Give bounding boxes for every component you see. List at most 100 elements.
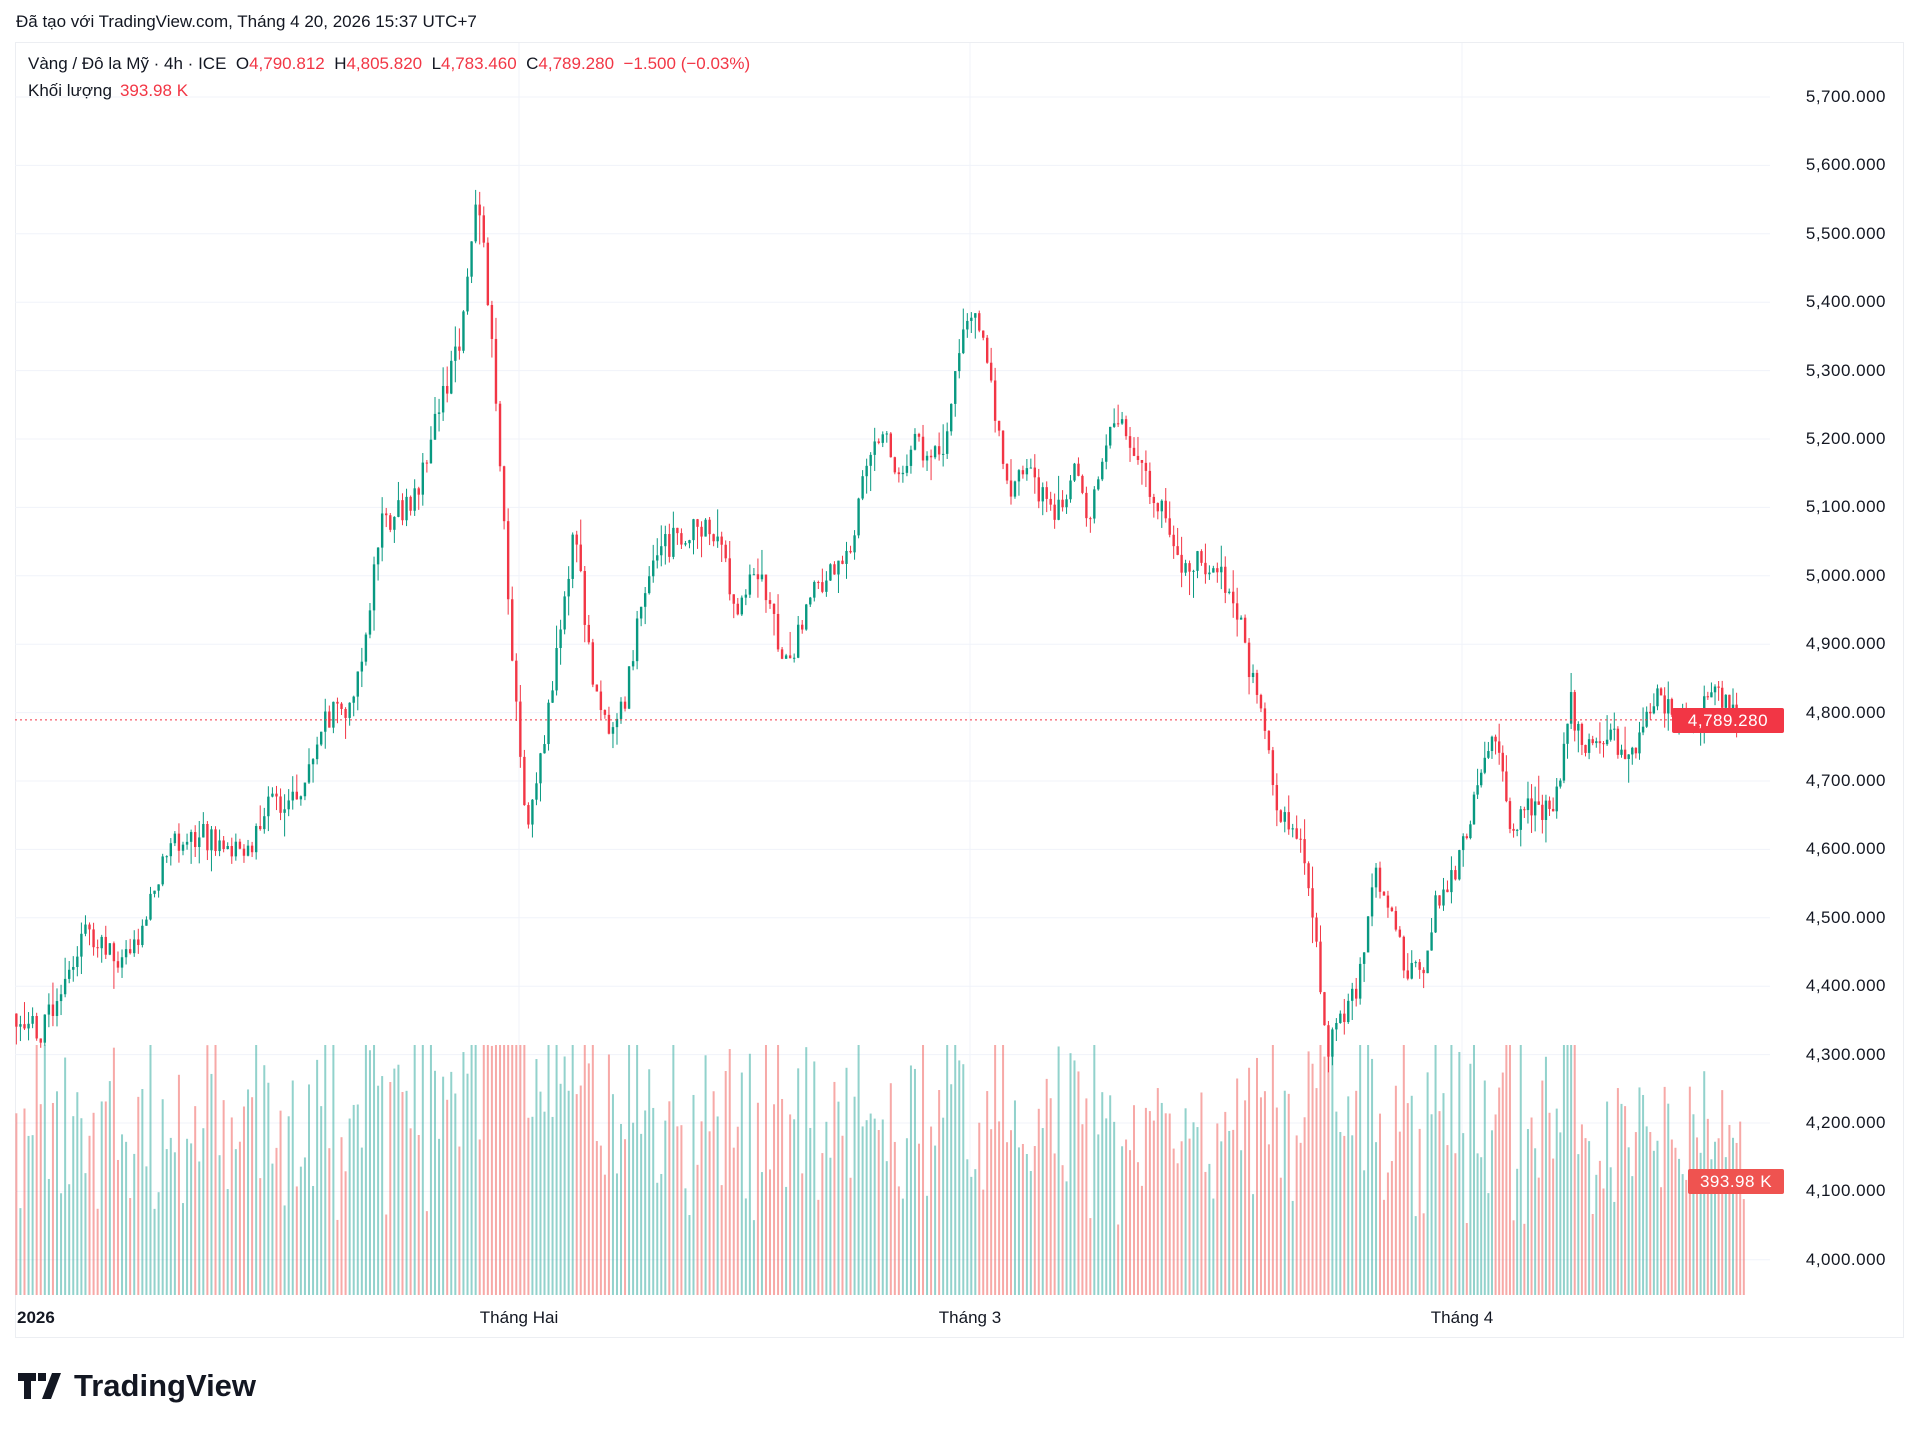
candle-body bbox=[841, 560, 844, 564]
candle-body bbox=[63, 978, 67, 995]
candle-body bbox=[1184, 563, 1187, 573]
volume-bar bbox=[829, 1157, 832, 1295]
volume-bar bbox=[990, 1129, 993, 1295]
volume-bar bbox=[1631, 1176, 1634, 1295]
candle-body bbox=[1303, 839, 1306, 864]
candle-body bbox=[796, 624, 800, 658]
candle-body bbox=[978, 313, 981, 331]
candle-body bbox=[437, 412, 441, 414]
price-tick-label: 4,600.000 bbox=[1805, 839, 1886, 859]
volume-bar bbox=[1010, 1130, 1012, 1295]
candle-body bbox=[417, 488, 420, 495]
candle-body bbox=[1263, 708, 1267, 731]
candle-body bbox=[1533, 801, 1537, 816]
volume-bar bbox=[970, 1176, 973, 1295]
close-label: C bbox=[526, 54, 539, 73]
volume-bar bbox=[760, 1172, 763, 1295]
volume-bar bbox=[1077, 1071, 1080, 1295]
candle-body bbox=[1164, 500, 1167, 519]
candle-body bbox=[120, 957, 124, 968]
candle-body bbox=[1089, 518, 1092, 520]
candle-body bbox=[59, 994, 63, 1002]
candle-body bbox=[344, 708, 347, 718]
candle-body bbox=[672, 527, 675, 557]
price-tick-label: 5,600.000 bbox=[1805, 155, 1886, 175]
candle-body bbox=[1422, 969, 1425, 974]
volume-bar bbox=[1156, 1088, 1159, 1295]
candle-body bbox=[1247, 642, 1251, 678]
volume-bar bbox=[145, 1166, 148, 1295]
candle-body bbox=[571, 534, 574, 579]
candle-body bbox=[627, 666, 631, 709]
volume-bar bbox=[1148, 1111, 1151, 1295]
volume-bar bbox=[1670, 1139, 1673, 1295]
volume-bar bbox=[1367, 1045, 1370, 1295]
candle-body bbox=[173, 833, 177, 844]
volume-bar bbox=[356, 1104, 359, 1295]
candle-body bbox=[821, 582, 824, 592]
candle-body bbox=[214, 829, 217, 852]
volume-legend: Khối lượng 393.98 K bbox=[28, 81, 188, 101]
volume-bar bbox=[1002, 1045, 1005, 1295]
candle-body bbox=[1105, 445, 1108, 462]
volume-bar bbox=[153, 1208, 156, 1295]
candle-body bbox=[1152, 496, 1156, 504]
volume-bar bbox=[1097, 1134, 1100, 1295]
candle-body bbox=[116, 961, 120, 968]
created-with-caption: Đã tạo với TradingView.com, Tháng 4 20, … bbox=[16, 12, 477, 31]
candle-body bbox=[1519, 809, 1522, 830]
volume-bar bbox=[1252, 1194, 1255, 1295]
candle-body bbox=[1616, 728, 1620, 755]
candle-body bbox=[1267, 730, 1271, 751]
candle-body bbox=[141, 925, 144, 946]
volume-bar bbox=[978, 1122, 981, 1295]
candle-body bbox=[1049, 498, 1052, 505]
volume-bar bbox=[186, 1138, 189, 1295]
volume-bar bbox=[470, 1045, 473, 1295]
volume-bar bbox=[242, 1106, 245, 1295]
candle-body bbox=[1386, 895, 1390, 908]
candle-body bbox=[1501, 752, 1504, 772]
candle-body bbox=[1721, 687, 1724, 708]
price-tick-label: 4,100.000 bbox=[1805, 1181, 1886, 1201]
candle-body bbox=[1394, 911, 1398, 930]
volume-bar bbox=[1728, 1124, 1731, 1295]
candle-body bbox=[1374, 867, 1378, 888]
candle-body bbox=[1291, 828, 1294, 830]
volume-bar bbox=[946, 1045, 949, 1295]
low-value: 4,783.460 bbox=[441, 54, 517, 73]
volume-bar bbox=[56, 1091, 58, 1295]
volume-bar bbox=[857, 1045, 860, 1295]
candle-body bbox=[635, 618, 639, 662]
volume-bar bbox=[218, 1155, 221, 1295]
tradingview-logo[interactable]: TradingView bbox=[18, 1368, 256, 1404]
candle-body bbox=[1351, 988, 1354, 1001]
volume-bar bbox=[611, 1094, 614, 1295]
volume-bar bbox=[283, 1205, 286, 1295]
candle-body bbox=[226, 846, 229, 850]
volume-bar bbox=[84, 1173, 87, 1295]
volume-bar bbox=[917, 1143, 920, 1295]
candle-body bbox=[1494, 736, 1497, 742]
volume-bar bbox=[360, 1147, 363, 1295]
candle-body bbox=[1005, 463, 1009, 481]
volume-bar bbox=[579, 1085, 582, 1295]
volume-bar bbox=[332, 1045, 335, 1295]
candle-body bbox=[1442, 889, 1445, 906]
candle-body bbox=[267, 796, 270, 817]
volume-bar bbox=[1311, 1063, 1314, 1295]
volume-bar bbox=[700, 1121, 703, 1295]
candle-body bbox=[1311, 888, 1314, 918]
candle-body bbox=[1140, 459, 1144, 463]
volume-bar bbox=[897, 1186, 900, 1295]
volume-bar bbox=[1566, 1045, 1569, 1295]
candle-body bbox=[579, 544, 582, 572]
candle-body bbox=[1414, 962, 1417, 964]
volume-bar bbox=[1327, 1045, 1330, 1295]
volume-bar bbox=[198, 1161, 201, 1295]
candle-body bbox=[1045, 487, 1048, 499]
volume-bar bbox=[507, 1045, 510, 1295]
volume-bar bbox=[1537, 1177, 1540, 1295]
candle-body bbox=[1370, 887, 1374, 917]
